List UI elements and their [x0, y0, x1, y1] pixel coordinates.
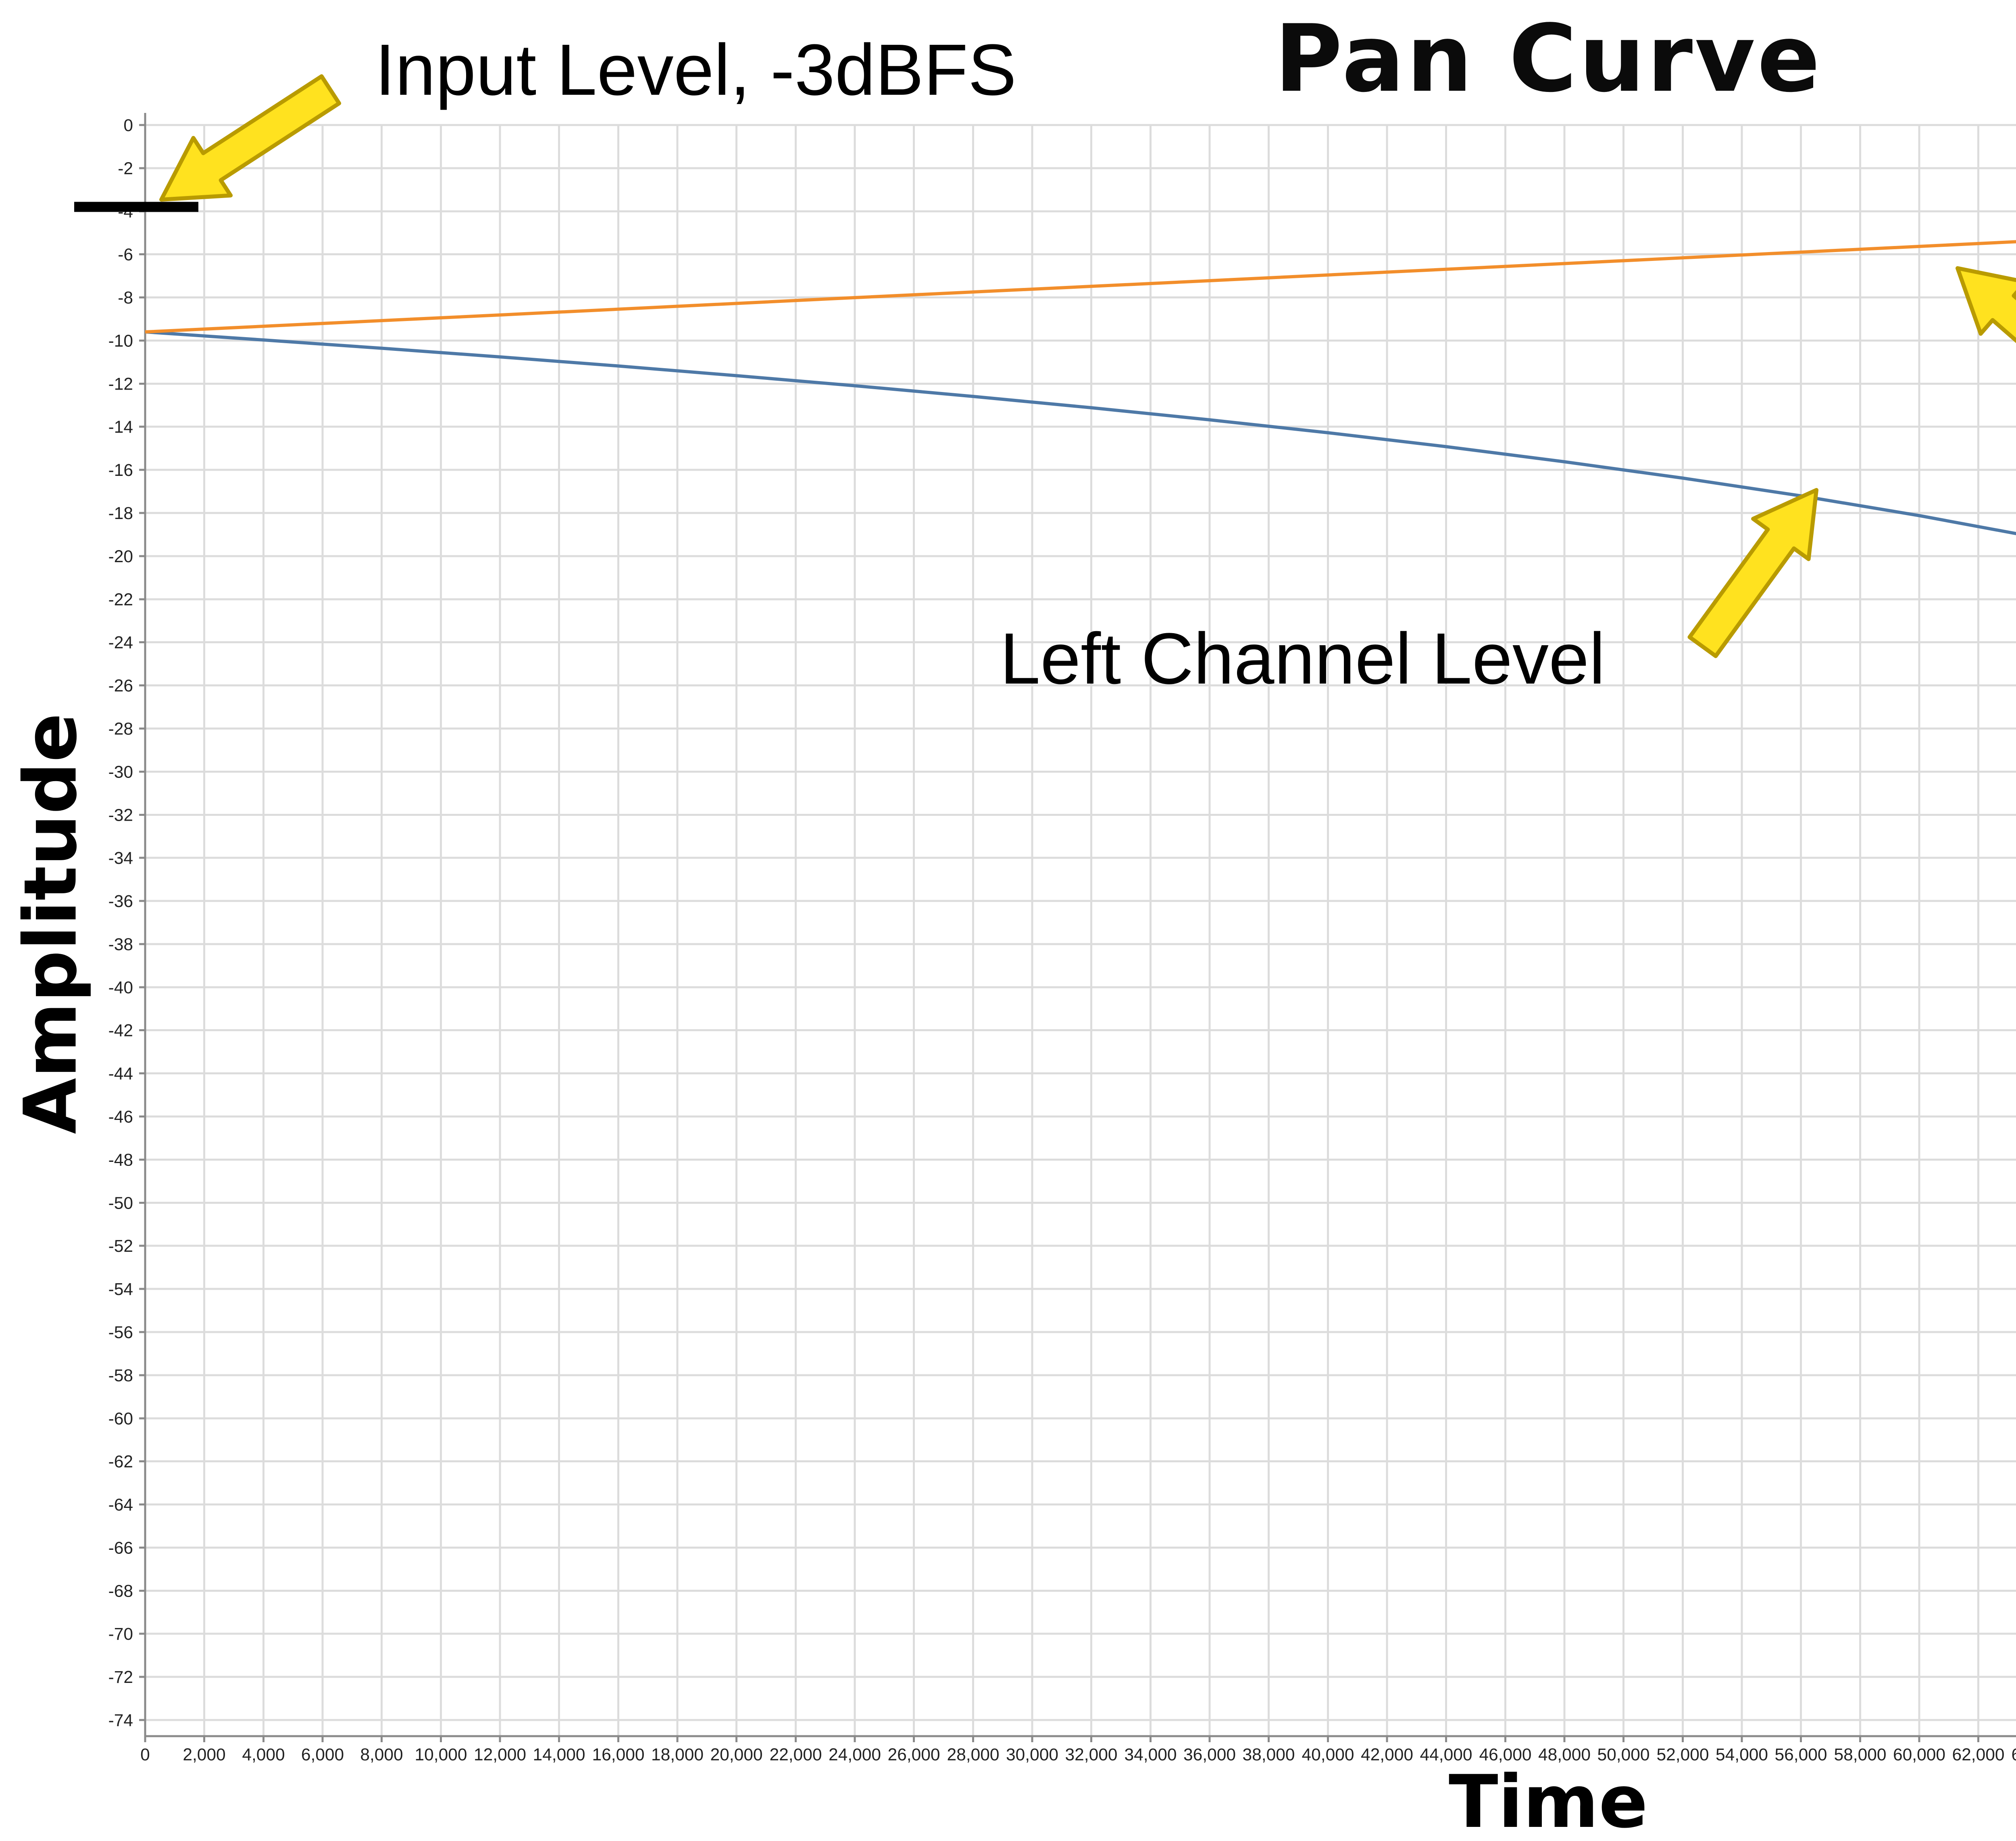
svg-text:20,000: 20,000 — [710, 1745, 763, 1764]
svg-text:-26: -26 — [108, 677, 133, 696]
svg-text:42,000: 42,000 — [1361, 1745, 1413, 1764]
svg-text:26,000: 26,000 — [888, 1745, 940, 1764]
svg-text:-42: -42 — [108, 1022, 133, 1040]
x-tick-labels: 0 2,000 4,000 6,000 8,000 10,000 12,000 14,000 1… — [140, 1745, 2016, 1764]
svg-text:-30: -30 — [108, 763, 133, 782]
svg-text:-40: -40 — [108, 978, 133, 997]
svg-text:48,000: 48,000 — [1538, 1745, 1591, 1764]
svg-text:60,000: 60,000 — [1893, 1745, 1945, 1764]
svg-text:16,000: 16,000 — [592, 1745, 645, 1764]
svg-text:-74: -74 — [108, 1711, 133, 1730]
svg-text:56,000: 56,000 — [1775, 1745, 1827, 1764]
svg-text:-14: -14 — [108, 418, 133, 437]
svg-text:-58: -58 — [108, 1366, 133, 1385]
svg-text:-22: -22 — [108, 590, 133, 609]
svg-text:0: 0 — [140, 1745, 150, 1764]
svg-text:-46: -46 — [108, 1108, 133, 1127]
svg-text:-36: -36 — [108, 892, 133, 911]
svg-text:6,000: 6,000 — [301, 1745, 344, 1764]
svg-text:-38: -38 — [108, 935, 133, 954]
svg-text:-28: -28 — [108, 720, 133, 739]
svg-text:10,000: 10,000 — [415, 1745, 467, 1764]
series-line-reaper6left — [145, 332, 2016, 1733]
svg-text:-20: -20 — [108, 547, 133, 566]
svg-text:-6: -6 — [118, 246, 133, 265]
annotation-left-channel-level: Left Channel Level — [1000, 617, 1605, 702]
y-tick-labels: 0-2-4-6-8-10-12-14-16-18-20-22-24-26-28-… — [108, 116, 133, 1730]
svg-text:-34: -34 — [108, 849, 133, 868]
svg-text:-12: -12 — [108, 375, 133, 394]
svg-text:38,000: 38,000 — [1243, 1745, 1295, 1764]
x-axis-label: Time — [0, 1762, 2016, 1841]
svg-text:-70: -70 — [108, 1625, 133, 1644]
gridlines — [145, 125, 2016, 1736]
svg-text:28,000: 28,000 — [947, 1745, 1000, 1764]
svg-text:-68: -68 — [108, 1582, 133, 1601]
svg-text:-48: -48 — [108, 1151, 133, 1170]
annotation-input-level: Input Level, -3dBFS — [375, 28, 1016, 113]
svg-text:-52: -52 — [108, 1237, 133, 1256]
svg-text:52,000: 52,000 — [1657, 1745, 1709, 1764]
svg-text:-44: -44 — [108, 1065, 133, 1084]
svg-text:32,000: 32,000 — [1065, 1745, 1118, 1764]
svg-text:34,000: 34,000 — [1125, 1745, 1177, 1764]
svg-text:40,000: 40,000 — [1302, 1745, 1354, 1764]
svg-text:-50: -50 — [108, 1194, 133, 1213]
svg-text:24,000: 24,000 — [829, 1745, 881, 1764]
svg-text:-2: -2 — [118, 159, 133, 178]
svg-text:22,000: 22,000 — [770, 1745, 822, 1764]
svg-text:18,000: 18,000 — [651, 1745, 704, 1764]
svg-text:-24: -24 — [108, 634, 133, 653]
svg-text:2,000: 2,000 — [183, 1745, 225, 1764]
svg-text:64,000: 64,000 — [2012, 1745, 2016, 1764]
svg-text:50,000: 50,000 — [1597, 1745, 1650, 1764]
svg-text:-56: -56 — [108, 1323, 133, 1342]
svg-text:54,000: 54,000 — [1716, 1745, 1768, 1764]
svg-text:-60: -60 — [108, 1409, 133, 1428]
svg-text:62,000: 62,000 — [1952, 1745, 2005, 1764]
svg-text:-32: -32 — [108, 806, 133, 825]
svg-text:0: 0 — [123, 116, 133, 135]
y-axis-label: Amplitude — [11, 713, 94, 1134]
svg-text:36,000: 36,000 — [1183, 1745, 1236, 1764]
svg-text:4,000: 4,000 — [242, 1745, 285, 1764]
svg-text:-64: -64 — [108, 1496, 133, 1515]
svg-text:46,000: 46,000 — [1479, 1745, 1532, 1764]
svg-text:-66: -66 — [108, 1539, 133, 1558]
svg-text:12,000: 12,000 — [474, 1745, 526, 1764]
svg-text:-62: -62 — [108, 1453, 133, 1472]
svg-text:-18: -18 — [108, 504, 133, 523]
svg-text:8,000: 8,000 — [360, 1745, 403, 1764]
svg-text:58,000: 58,000 — [1834, 1745, 1887, 1764]
svg-text:-8: -8 — [118, 289, 133, 308]
svg-text:30,000: 30,000 — [1006, 1745, 1058, 1764]
svg-text:-10: -10 — [108, 332, 133, 351]
series-line-reaper6right — [145, 195, 2016, 332]
svg-text:44,000: 44,000 — [1420, 1745, 1472, 1764]
svg-text:-54: -54 — [108, 1280, 133, 1299]
svg-text:14,000: 14,000 — [533, 1745, 585, 1764]
right-channel-arrow — [1935, 242, 2016, 421]
axes — [139, 113, 2016, 1742]
svg-text:-72: -72 — [108, 1668, 133, 1687]
svg-text:-16: -16 — [108, 461, 133, 480]
